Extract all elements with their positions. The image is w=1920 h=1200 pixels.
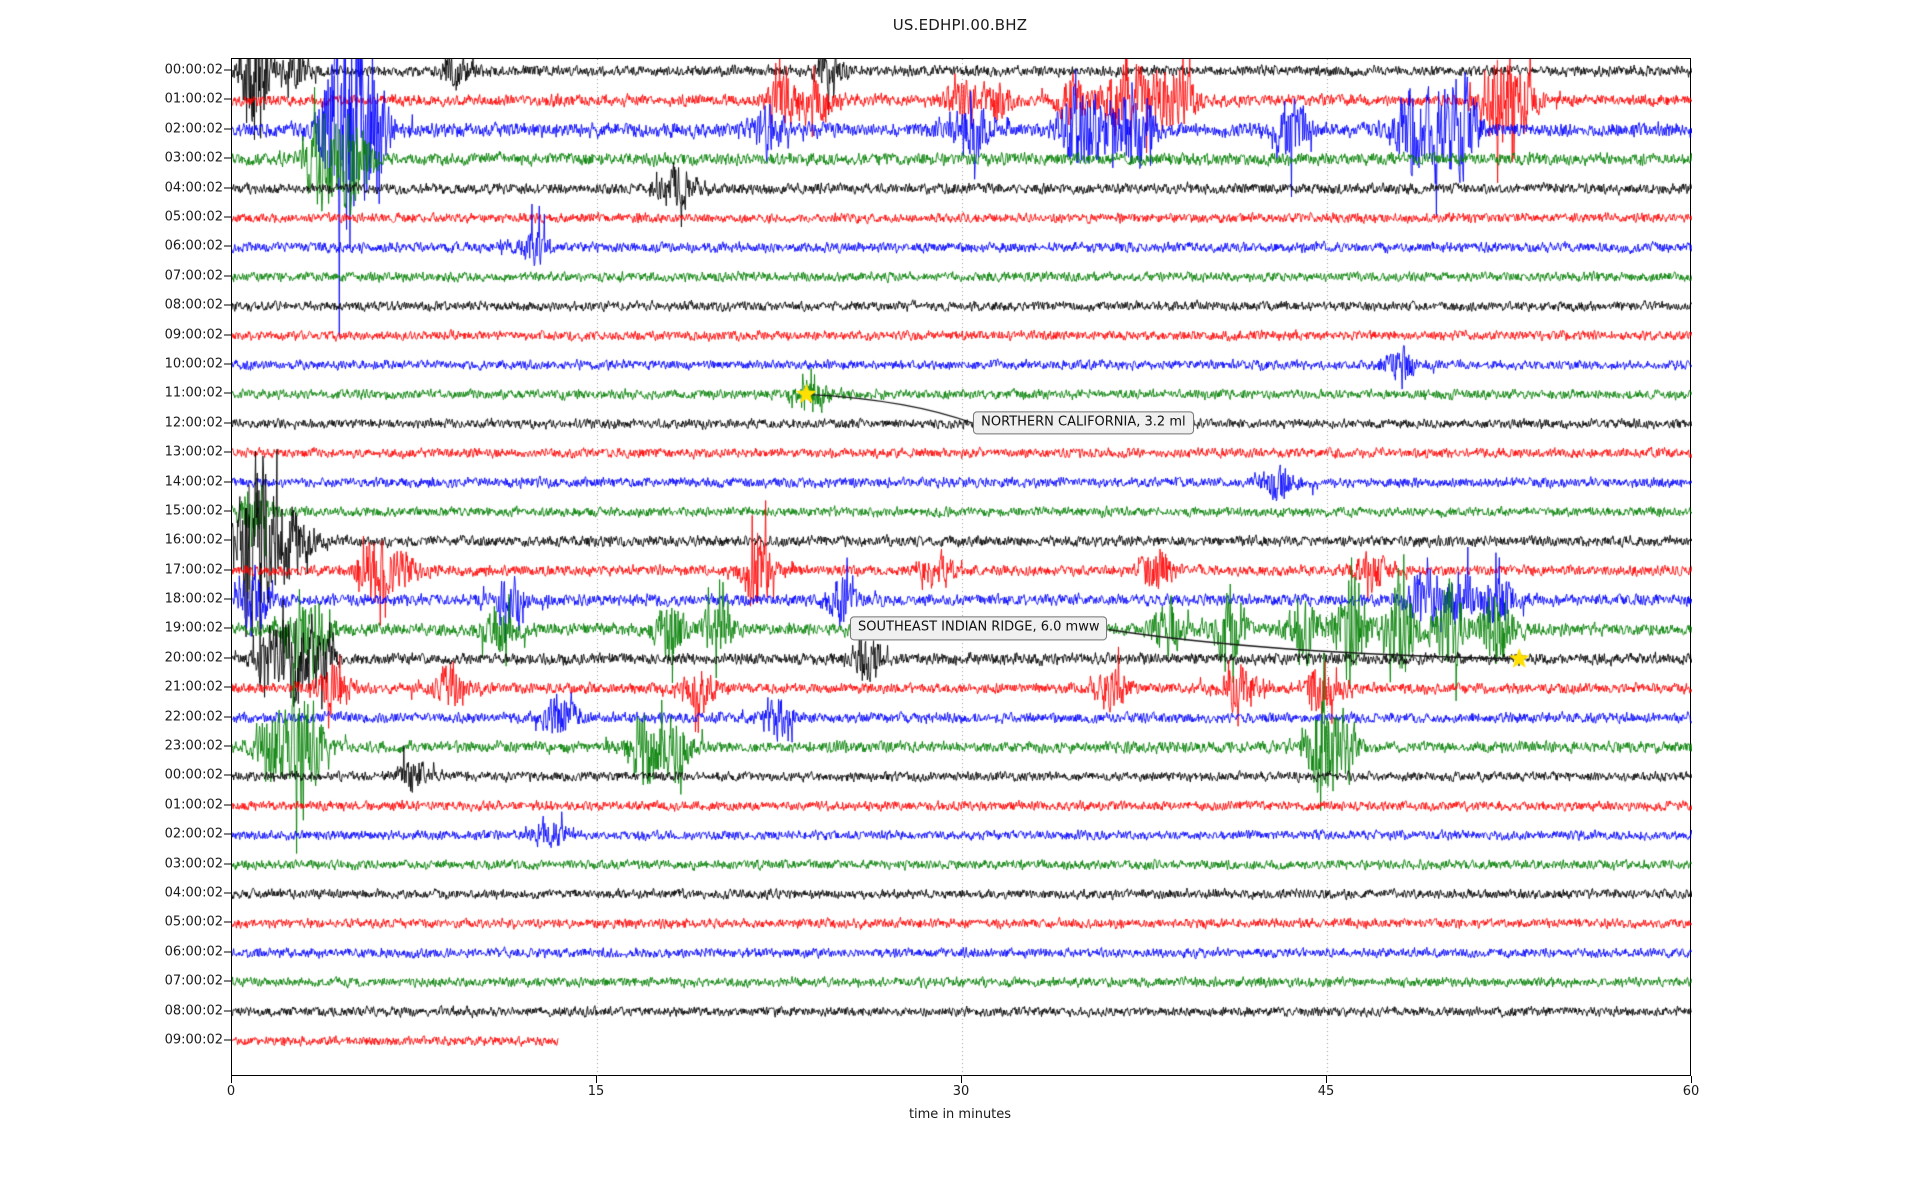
y-axis-tick-label: 09:00:02 [164,1032,223,1048]
y-axis-tick-mark [224,304,231,306]
y-axis-tick-mark [224,745,231,747]
y-axis-tick-mark [224,657,231,659]
y-axis-tick-mark [224,422,231,424]
y-axis-tick-label: 06:00:02 [164,238,223,254]
y-axis-tick-label: 08:00:02 [164,297,223,313]
y-axis-tick-label: 11:00:02 [164,385,223,401]
x-axis-tick-label: 0 [226,1084,236,1099]
y-axis-tick-label: 17:00:02 [164,562,223,578]
y-axis-tick-mark [224,187,231,189]
x-axis-tick-mark [1691,1076,1692,1083]
y-axis-tick-label: 05:00:02 [164,914,223,930]
y-axis-tick-label: 23:00:02 [164,738,223,754]
y-axis-tick-label: 15:00:02 [164,503,223,519]
y-axis-tick-label: 00:00:02 [164,767,223,783]
y-axis-tick-mark [224,451,231,453]
seismogram-plot-area [231,58,1692,1077]
y-axis-tick-mark [224,716,231,718]
y-axis-tick-mark [224,1010,231,1012]
y-axis-tick-mark [224,245,231,247]
x-axis-tick-label: 15 [587,1084,605,1099]
y-axis-tick-mark [224,216,231,218]
y-axis-tick-mark [224,921,231,923]
y-axis-tick-mark [224,334,231,336]
y-axis-tick-label: 02:00:02 [164,121,223,137]
y-axis-tick-mark [224,275,231,277]
y-axis-tick-label: 07:00:02 [164,973,223,989]
y-axis-tick-label: 20:00:02 [164,650,223,666]
y-axis-tick-label: 01:00:02 [164,91,223,107]
y-axis-tick-label: 02:00:02 [164,826,223,842]
y-axis-tick-mark [224,951,231,953]
y-axis-tick-label: 12:00:02 [164,415,223,431]
y-axis-tick-mark [224,510,231,512]
x-axis-tick-mark [1326,1076,1327,1083]
y-axis-tick-label: 21:00:02 [164,679,223,695]
y-axis-tick-label: 03:00:02 [164,856,223,872]
y-axis-tick-label: 08:00:02 [164,1003,223,1019]
y-axis-tick-mark [224,774,231,776]
y-axis-tick-mark [224,128,231,130]
y-axis-tick-mark [224,686,231,688]
y-axis-tick-label: 19:00:02 [164,620,223,636]
y-axis-tick-label: 00:00:02 [164,62,223,78]
y-axis-tick-label: 05:00:02 [164,209,223,225]
event-annotation-label: SOUTHEAST INDIAN RIDGE, 6.0 mww [850,616,1108,641]
x-axis-tick-mark [231,1076,232,1083]
x-axis-tick-label: 45 [1317,1084,1335,1099]
y-axis-tick-mark [224,863,231,865]
y-axis-tick-label: 03:00:02 [164,150,223,166]
y-axis-tick-mark [224,569,231,571]
y-axis-tick-mark [224,833,231,835]
y-axis-tick-mark [224,980,231,982]
x-axis-tick-label: 60 [1682,1084,1700,1099]
page-title: US.EDHPI.00.BHZ [892,16,1028,34]
y-axis-tick-label: 04:00:02 [164,180,223,196]
y-axis-tick-mark [224,539,231,541]
y-axis-tick-label: 10:00:02 [164,356,223,372]
y-axis-tick-label: 18:00:02 [164,591,223,607]
y-axis-tick-mark [224,804,231,806]
annotation-connectors [232,59,1692,1077]
y-axis-tick-mark [224,627,231,629]
y-axis-tick-label: 09:00:02 [164,327,223,343]
y-axis-tick-mark [224,598,231,600]
x-axis-tick-label: 30 [952,1084,970,1099]
y-axis-tick-mark [224,157,231,159]
y-axis-tick-mark [224,392,231,394]
y-axis-tick-mark [224,69,231,71]
y-axis-tick-mark [224,892,231,894]
y-axis-tick-label: 01:00:02 [164,797,223,813]
x-axis-title: time in minutes [908,1107,1012,1122]
y-axis-tick-label: 22:00:02 [164,709,223,725]
x-axis-tick-mark [596,1076,597,1083]
y-axis-tick-label: 16:00:02 [164,532,223,548]
y-axis-tick-label: 04:00:02 [164,885,223,901]
y-axis-tick-label: 13:00:02 [164,444,223,460]
y-axis-tick-mark [224,363,231,365]
x-axis-tick-mark [961,1076,962,1083]
y-axis-tick-mark [224,1039,231,1041]
y-axis-tick-label: 07:00:02 [164,268,223,284]
y-axis-tick-mark [224,98,231,100]
y-axis-tick-label: 14:00:02 [164,474,223,489]
y-axis-tick-label: 06:00:02 [164,944,223,960]
event-annotation-label: NORTHERN CALIFORNIA, 3.2 ml [973,411,1194,435]
y-axis-tick-mark [224,481,231,482]
